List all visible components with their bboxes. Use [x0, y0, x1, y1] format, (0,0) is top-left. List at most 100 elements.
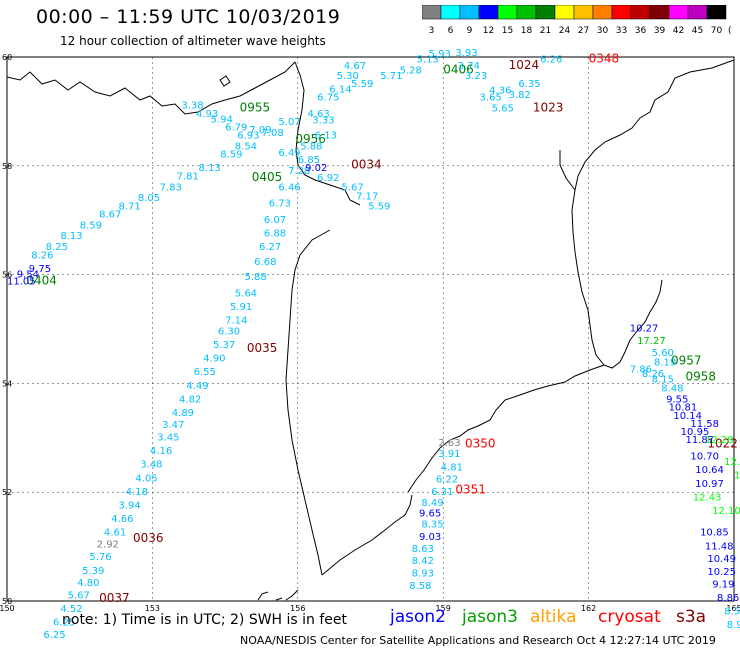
wave-height-value: 5.59 [351, 79, 373, 90]
pass-time-label: 0037 [99, 591, 130, 605]
wave-height-value: 3.74 [458, 61, 480, 72]
wave-height-value: 12.39 [724, 457, 740, 468]
wave-height-value: 7.09 [249, 125, 271, 136]
wave-height-value: 11.87 [686, 435, 715, 446]
wave-height-value: 8.92 [727, 620, 740, 631]
wave-height-value: 6.07 [264, 215, 286, 226]
wave-height-value: 5.13 [417, 54, 439, 65]
wave-height-value: 8.86 [717, 593, 739, 604]
pass-time-label: 1023 [533, 100, 564, 114]
wave-height-value: 8.13 [60, 231, 82, 242]
wave-height-value: 10.81 [669, 403, 698, 414]
pass-time-label: 1024 [509, 58, 540, 72]
wave-height-value: 4.66 [111, 514, 133, 525]
wave-height-value: 8.67 [99, 209, 121, 220]
pass-time-label: 0957 [671, 353, 702, 367]
wave-height-value: 5.67 [341, 182, 363, 193]
wave-height-value: 8.63 [412, 544, 434, 555]
coastline-island [219, 75, 231, 87]
coastline-kamchatka-inner [559, 150, 576, 191]
pass-time-label: 0350 [465, 437, 496, 451]
wave-height-value: 9.65 [419, 509, 441, 520]
legend-bin-label: 36 [635, 26, 647, 36]
wave-height-value: 6.85 [298, 155, 320, 166]
wave-height-value: 6.13 [315, 131, 337, 142]
wave-height-value: 8.48 [661, 384, 683, 395]
chart-title: 00:00 – 11:59 UTC 10/03/2019 [36, 6, 341, 28]
legend-bin-label: 3 [429, 26, 435, 36]
coastline-okhotsk-northeast [294, 61, 361, 206]
legend-bin-label: 39 [654, 26, 666, 36]
legend-bin-label: 45 [692, 26, 703, 36]
legend-bin-label: 6 [448, 26, 454, 36]
wave-height-value: 5.88 [300, 141, 322, 152]
wave-height-value: 6.55 [194, 367, 216, 378]
wave-height-value: 6.35 [518, 79, 540, 90]
pass-time-label: 0956 [295, 132, 326, 146]
pass-time-label: 0036 [133, 531, 164, 545]
wave-height-value: 8.54 [235, 141, 257, 152]
wave-height-value: 5.39 [82, 566, 104, 577]
coastline-okhotsk-north [6, 61, 296, 115]
pass-time-label: 1022 [707, 437, 738, 451]
satellite-legend-cryosat: cryosat [598, 607, 661, 627]
latitude-label: 56 [2, 271, 12, 280]
wave-height-value: 11.58 [690, 419, 719, 430]
wave-height-value: 12.28 [705, 435, 734, 446]
legend-bin-label: 18 [521, 26, 533, 36]
wave-height-value: 10.14 [673, 411, 702, 422]
wave-height-value: 9.19 [712, 579, 734, 590]
wave-height-value: 6.31 [431, 487, 453, 498]
wave-height-value: 5.94 [211, 114, 233, 125]
wave-height-value: 4.18 [126, 487, 148, 498]
footer-credit: NOAA/NESDIS Center for Satellite Applica… [240, 634, 716, 647]
pass-time-label: 0404 [26, 273, 57, 287]
wave-height-value: 6.46 [278, 182, 300, 193]
wave-height-value: 10.64 [695, 465, 724, 476]
wave-height-value: 7.08 [261, 128, 283, 139]
wave-height-value: 11.05 [7, 276, 36, 287]
footer-note: note: 1) Time is in UTC; 2) SWH is in fe… [62, 612, 348, 628]
wave-height-value: 8.26 [642, 369, 664, 380]
pass-time-label: 0955 [240, 100, 271, 114]
satellite-legend-jason2: jason2 [390, 607, 446, 627]
wave-height-value: 3.48 [140, 460, 162, 471]
wave-height-value: 7.86 [630, 365, 652, 376]
wave-height-value: 6.22 [436, 474, 458, 485]
wave-height-value: 8.19 [654, 357, 676, 368]
wave-height-value: 3.23 [465, 71, 487, 82]
wave-height-value: 10.70 [690, 452, 719, 463]
wave-height-value: 8.13 [198, 163, 220, 174]
wave-height-value: 9.02 [305, 163, 327, 174]
wave-height-value: 4.05 [135, 473, 157, 484]
wave-height-value: 9.55 [666, 394, 688, 405]
satellite-legend-s3a: s3a [676, 607, 707, 627]
wave-height-value: 4.82 [179, 394, 201, 405]
longitude-label: 150 [0, 604, 15, 613]
wave-height-value: 5.28 [400, 65, 422, 76]
wave-height-value: 10.97 [695, 479, 724, 490]
longitude-label: 159 [436, 604, 451, 613]
wave-height-value: 7.14 [225, 316, 247, 327]
wave-height-value: 7.81 [177, 171, 199, 182]
latitude-label: 54 [2, 379, 12, 388]
pass-time-label: 0405 [252, 170, 283, 184]
wave-height-value: 6.49 [278, 148, 300, 159]
legend-bin-label: 9 [467, 26, 473, 36]
wave-height-value: 10.49 [707, 554, 736, 565]
legend-bin-label: 70 [711, 26, 723, 36]
wave-height-value: 6.75 [317, 93, 339, 104]
legend-swatch-70 [706, 5, 727, 20]
wave-height-value: 10.85 [700, 528, 729, 539]
wave-height-value: 5.07 [278, 117, 300, 128]
pass-time-label: 0035 [247, 341, 278, 355]
legend-bin-label: 21 [540, 26, 551, 36]
legend-bin-label: 30 [597, 26, 609, 36]
wave-height-value: 4.36 [489, 85, 511, 96]
latitude-label: 52 [2, 488, 12, 497]
wave-height-value: 5.88 [244, 272, 266, 283]
legend-bin-label: 15 [502, 26, 513, 36]
legend-bin-label: 27 [578, 26, 589, 36]
wave-height-value: 3.33 [312, 115, 334, 126]
